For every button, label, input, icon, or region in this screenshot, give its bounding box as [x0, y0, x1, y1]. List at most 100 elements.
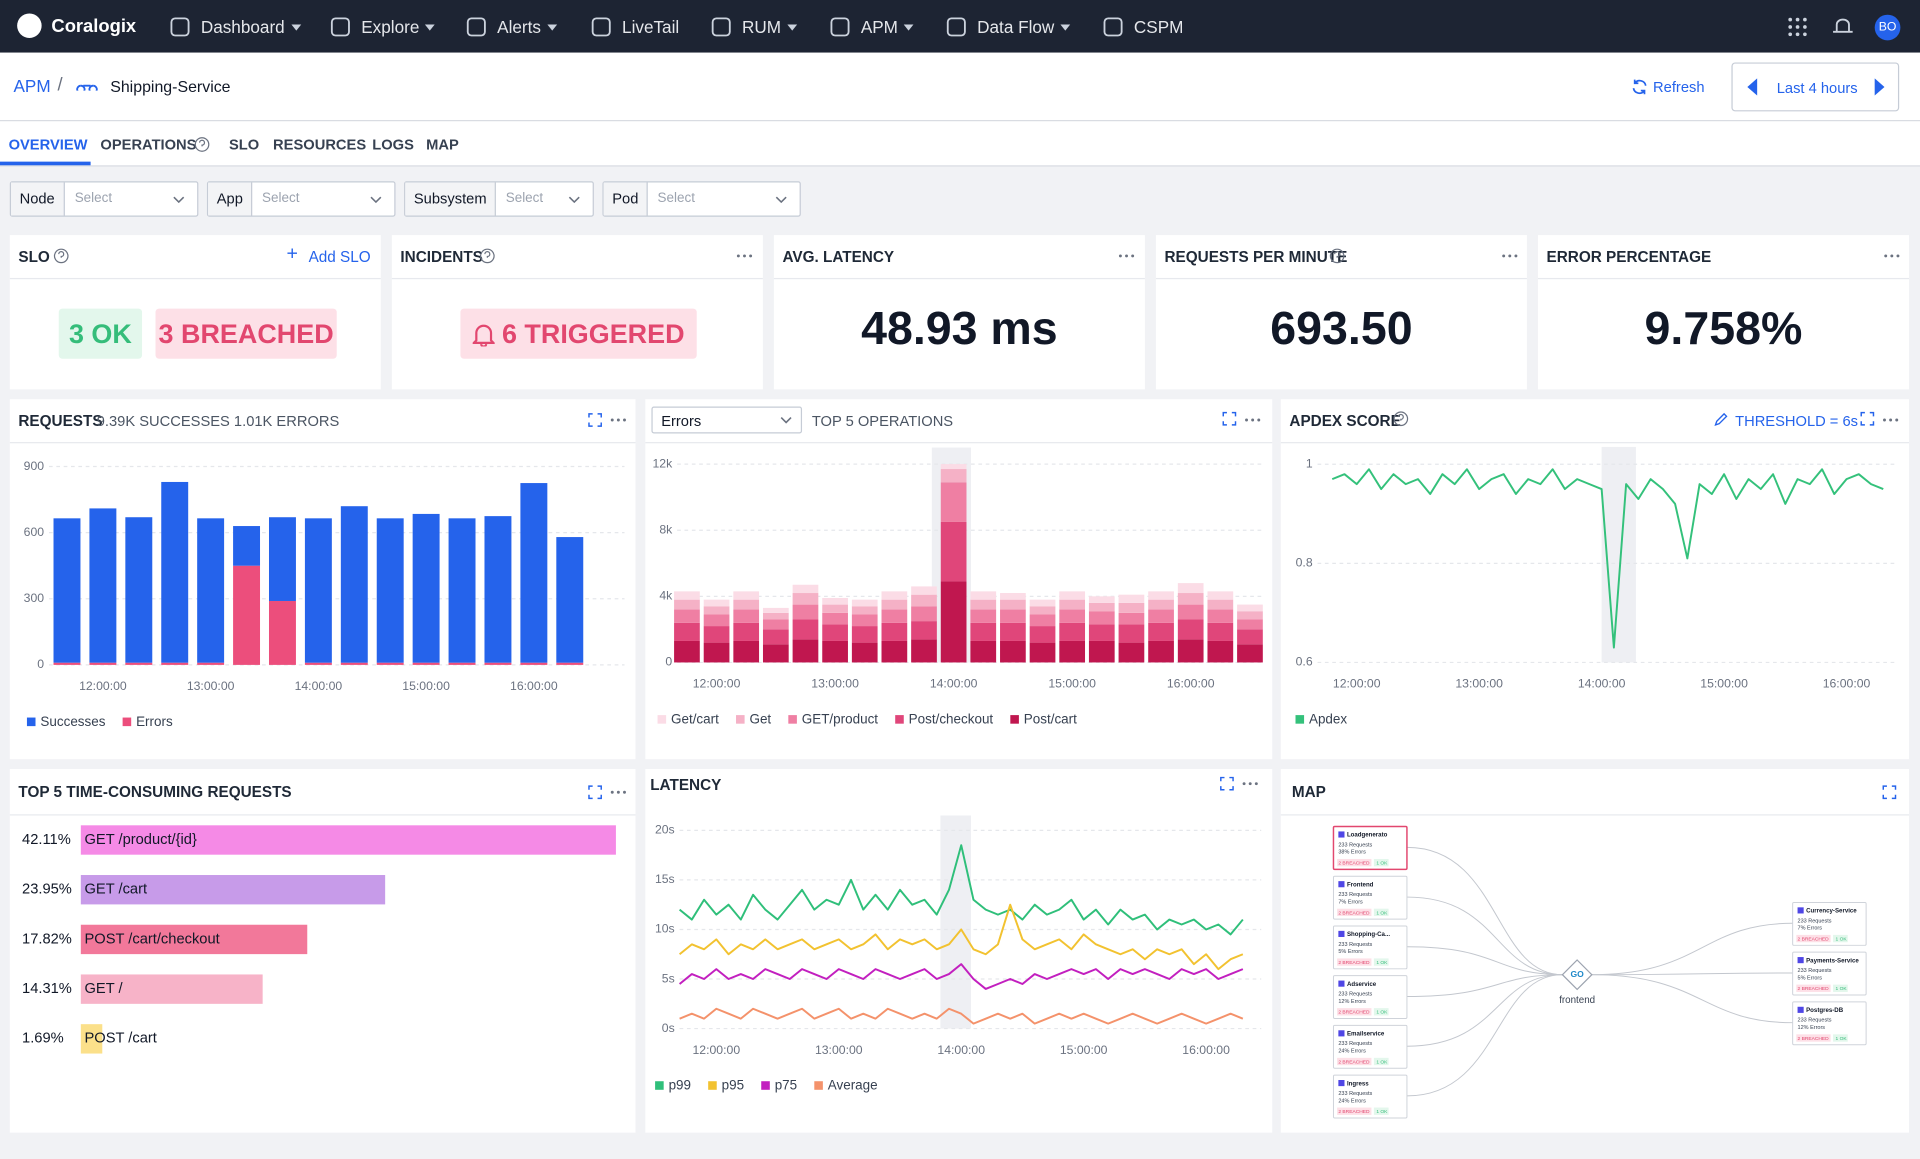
nav-icon[interactable] [1102, 16, 1124, 38]
card-title: MAP [1291, 783, 1326, 801]
refresh-button[interactable]: Refresh [1653, 78, 1705, 96]
nav-icon[interactable] [329, 16, 351, 38]
card-subtitle: 9.39K SUCCESSES 1.01K ERRORS [96, 412, 340, 430]
operations-card: Errors TOP 5 OPERATIONS [645, 399, 1273, 760]
nav-item[interactable]: Explore [361, 17, 420, 37]
nav-item[interactable]: APM [860, 17, 898, 37]
chevron [173, 196, 185, 204]
card-title: REQUESTS PER MINUTE [1164, 248, 1348, 266]
card-title: SLO [18, 248, 50, 266]
error-card: ERROR PERCENTAGE 9.758% [1537, 235, 1909, 390]
nav-icon[interactable] [590, 16, 612, 38]
filter-label: App [208, 182, 253, 216]
incidents-badge: 6 TRIGGERED [460, 308, 697, 359]
avatar-initials: BO [1878, 20, 1897, 35]
apps-icon[interactable] [1788, 17, 1808, 37]
logo[interactable] [17, 13, 42, 38]
card-header: REQUESTS 9.39K SUCCESSES 1.01K ERRORS [9, 399, 636, 444]
help-icon[interactable] [1831, 17, 1855, 37]
tab[interactable]: OPERATIONS [100, 135, 197, 154]
card-header: Errors TOP 5 OPERATIONS [645, 399, 1273, 444]
chevron [780, 416, 792, 424]
card-header: REQUESTS PER MINUTE [1155, 235, 1527, 280]
nav-item[interactable]: Dashboard [200, 17, 285, 37]
nav-icon[interactable] [710, 16, 732, 38]
tab[interactable]: MAP [426, 135, 459, 154]
filter-placeholder[interactable]: Select [657, 191, 695, 206]
nav-item[interactable]: RUM [742, 17, 782, 37]
prev-arrow[interactable] [1746, 78, 1758, 96]
refresh-icon[interactable] [1631, 78, 1648, 95]
top-nav: Coralogix BO Dashboard Explore Alerts LiveT… [0, 0, 1920, 53]
metric-select[interactable]: Errors [651, 406, 803, 434]
avatar[interactable]: BO [1874, 14, 1901, 41]
card-title: AVG. LATENCY [782, 248, 895, 266]
brand[interactable]: Coralogix [51, 15, 137, 37]
range-label[interactable]: Last 4 hours [1776, 79, 1858, 97]
header [0, 52, 1920, 167]
incidents-value: 6 TRIGGERED [501, 318, 685, 349]
divider [0, 120, 1920, 122]
filter-placeholder[interactable]: Select [505, 191, 544, 206]
service-name: Shipping-Service [110, 77, 231, 96]
card-title: TOP 5 OPERATIONS [811, 412, 954, 430]
threshold[interactable]: THRESHOLD = 6s [1735, 412, 1858, 430]
card-title: ERROR PERCENTAGE [1546, 248, 1712, 266]
card-header: AVG. LATENCY [773, 235, 1145, 280]
nav-caret[interactable] [1060, 24, 1071, 31]
nav-icon[interactable] [829, 16, 851, 38]
time-range[interactable]: Last 4 hours [1731, 62, 1900, 112]
filter[interactable]: Pod Select [602, 181, 801, 217]
add-slo[interactable]: Add SLO [308, 248, 371, 266]
nav-item[interactable]: Data Flow [977, 17, 1055, 37]
chevron [370, 196, 382, 204]
filter[interactable]: Subsystem Select [404, 181, 594, 217]
tab[interactable]: SLO [228, 135, 260, 154]
card-title: INCIDENTS [400, 248, 483, 266]
latency-chart-card: LATENCY [645, 768, 1273, 1133]
metric-value[interactable]: Errors [661, 412, 702, 430]
card-header: APDEX SCORE THRESHOLD = 6s [1280, 399, 1909, 444]
next-arrow[interactable] [1873, 78, 1885, 96]
filter-label: Pod [603, 182, 649, 216]
nav-item[interactable]: Alerts [497, 17, 541, 37]
nav-item[interactable]: LiveTail [622, 17, 680, 37]
slo-ok: 3 OK [58, 308, 143, 359]
filter-placeholder[interactable]: Select [262, 191, 300, 206]
stat-value: 9.758% [1644, 303, 1803, 356]
nav-icon[interactable] [945, 16, 967, 38]
breadcrumb-root[interactable]: APM [13, 75, 51, 96]
filter[interactable]: App Select [206, 181, 396, 217]
nav-caret[interactable] [787, 24, 798, 31]
service-icon [76, 84, 98, 91]
card-header: INCIDENTS [391, 235, 763, 280]
nav-icon[interactable] [465, 16, 487, 38]
plus-icon[interactable]: + [286, 243, 298, 265]
card-header: TOP 5 TIME-CONSUMING REQUESTS [9, 769, 636, 816]
card-title: REQUESTS [18, 412, 103, 430]
tab-underline [0, 161, 91, 166]
nav-icon[interactable] [169, 16, 191, 38]
nav-caret[interactable] [291, 24, 302, 31]
breadcrumb-separator: / [57, 74, 63, 96]
tab[interactable]: RESOURCES [273, 135, 367, 154]
card-title: TOP 5 TIME-CONSUMING REQUESTS [18, 783, 292, 801]
apdex-card: APDEX SCORE THRESHOLD = 6s [1280, 399, 1909, 760]
nav-caret[interactable] [903, 24, 915, 31]
tab[interactable]: LOGS [372, 135, 414, 154]
tab[interactable]: OVERVIEW [8, 135, 88, 154]
filter-placeholder[interactable]: Select [74, 191, 113, 206]
nav-caret[interactable] [547, 24, 558, 31]
slo-breached: 3 BREACHED [155, 308, 337, 359]
card-title: APDEX SCORE [1289, 412, 1401, 430]
chevron [568, 196, 580, 204]
stat-value: 48.93 ms [861, 303, 1058, 356]
nav-caret[interactable] [424, 24, 436, 31]
filter[interactable]: Node Select [9, 181, 199, 217]
card-header: MAP [1280, 769, 1909, 816]
top-requests-card: TOP 5 TIME-CONSUMING REQUESTS [9, 768, 636, 1133]
stat-value: 693.50 [1270, 303, 1413, 356]
card-header: ERROR PERCENTAGE [1537, 235, 1909, 280]
nav-item[interactable]: CSPM [1133, 17, 1184, 37]
